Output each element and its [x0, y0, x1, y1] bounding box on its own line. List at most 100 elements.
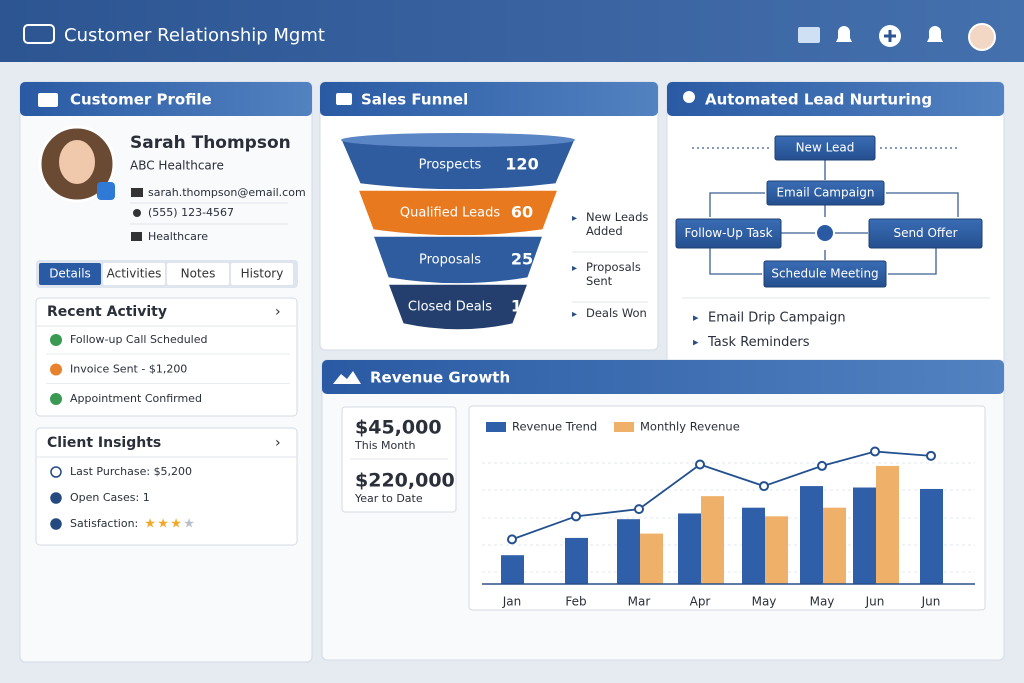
x-tick-label: Mar: [628, 595, 651, 609]
stage-label: Closed Deals: [408, 300, 492, 315]
customer-company: ABC Healthcare: [130, 159, 224, 173]
panel-icon: [38, 93, 58, 107]
tab[interactable]: [167, 263, 229, 285]
stage-value: 10: [511, 297, 533, 316]
flow-connectors: [692, 147, 959, 275]
flow-node: [675, 218, 782, 249]
user-avatar[interactable]: [968, 23, 996, 51]
rating-star: ★: [144, 517, 156, 532]
activity-item: Follow-up Call Scheduled: [70, 333, 207, 346]
x-tick-label: Jun: [921, 595, 941, 609]
kpi-value: $45,000: [355, 417, 442, 439]
legend-swatch: [614, 422, 634, 432]
panel-title: Revenue Growth: [370, 369, 510, 387]
bar: [640, 533, 663, 584]
card-title: Client Insights: [47, 435, 161, 451]
funnel-note: New Leads Added: [586, 210, 649, 238]
flow-node: [868, 218, 983, 249]
status-icon: [50, 363, 62, 376]
bullet: ▸: [693, 336, 699, 349]
trend-point: [870, 446, 880, 457]
trend-point: [817, 460, 827, 471]
note-arrow: ▸: [572, 213, 577, 224]
note-arrow: ▸: [572, 263, 577, 274]
industry-icon: [131, 232, 142, 241]
insight-icon: [50, 492, 62, 504]
note-text: New Leads Added: [586, 210, 649, 238]
stage-label: Prospects: [419, 158, 482, 173]
flow-node-label: Follow-Up Task: [684, 226, 772, 240]
chevron[interactable]: ›: [275, 304, 281, 320]
bar: [678, 513, 701, 584]
mail-icon[interactable]: [798, 27, 820, 43]
stage-label: Qualified Leads: [400, 206, 500, 221]
x-tick-label: Jan: [502, 595, 522, 609]
x-tick-label: Feb: [565, 595, 586, 609]
trend-point: [571, 511, 581, 522]
panel-icon: [683, 91, 695, 103]
note-arrow: ▸: [572, 309, 577, 320]
flow-node: [766, 180, 885, 206]
add-icon: [884, 30, 896, 42]
app-title: Customer Relationship Mgmt: [64, 25, 325, 46]
stage-value: 120: [505, 155, 538, 174]
rating-star: ★: [157, 517, 169, 532]
tab[interactable]: [231, 263, 293, 285]
bell-icon[interactable]: [927, 26, 943, 42]
legend-swatch: [486, 422, 506, 432]
bar: [701, 496, 724, 584]
bar: [765, 516, 788, 584]
tab[interactable]: [39, 263, 101, 285]
insight-item: Satisfaction:: [70, 517, 138, 530]
trend-point: [507, 534, 517, 545]
flow-node: [763, 260, 887, 288]
status-icon: [50, 393, 62, 405]
panel-header: [322, 360, 1004, 394]
panel-header: [320, 82, 658, 116]
stage-label: Proposals: [419, 253, 481, 268]
trend-line: [511, 450, 932, 541]
panel-header: [667, 82, 1004, 116]
tab-label[interactable]: Activities: [107, 267, 162, 281]
kpi-value: $220,000: [355, 470, 455, 492]
trend-point: [759, 481, 769, 492]
bell-icon[interactable]: [836, 26, 852, 42]
tab-label[interactable]: Notes: [181, 267, 216, 281]
stage-value: 25: [511, 250, 533, 269]
bar: [876, 465, 899, 584]
customer-phone: (555) 123-4567: [148, 206, 234, 219]
activity-item: Appointment Confirmed: [70, 392, 202, 405]
x-tick-label: May: [810, 595, 835, 609]
panel-title: Automated Lead Nurturing: [705, 91, 932, 109]
panel-title: Customer Profile: [70, 91, 212, 109]
tab-label[interactable]: History: [241, 267, 284, 281]
rating-star: ★: [183, 517, 195, 532]
stage-value: 60: [511, 203, 533, 222]
bar: [565, 537, 588, 584]
status-icon: [50, 334, 62, 346]
tab-label[interactable]: Details: [49, 267, 91, 281]
chevron[interactable]: ›: [275, 435, 281, 451]
x-tick-label: Apr: [690, 595, 711, 609]
kpi-label: Year to Date: [354, 492, 423, 505]
logo-icon: [23, 24, 55, 44]
panel-header: [20, 82, 312, 116]
trend-point: [926, 450, 936, 461]
panel-title: Sales Funnel: [361, 91, 468, 109]
card-title: Recent Activity: [47, 304, 167, 320]
flow-hub: [817, 225, 833, 241]
bar: [742, 507, 765, 584]
bar: [617, 519, 640, 584]
insight-icon: [50, 518, 62, 530]
activity-item: Invoice Sent - $1,200: [70, 363, 187, 376]
top-bar: [0, 0, 1024, 62]
flow-node: [774, 135, 876, 161]
trend-point: [634, 504, 644, 515]
panel-icon: [333, 371, 361, 384]
nurturing-item: Email Drip Campaign: [708, 311, 846, 326]
bar: [501, 555, 524, 584]
x-tick-label: May: [752, 595, 777, 609]
tab[interactable]: [103, 263, 165, 285]
